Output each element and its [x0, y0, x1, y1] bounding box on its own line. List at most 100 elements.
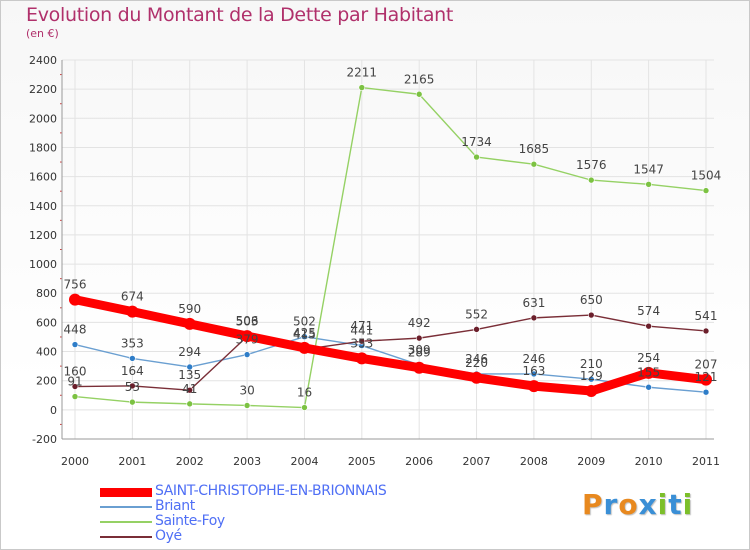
data-label: 448	[64, 323, 87, 337]
x-tick-label: 2008	[520, 455, 548, 468]
data-label: 294	[178, 345, 201, 359]
x-tick-label: 2004	[290, 455, 318, 468]
series-line-3	[74, 314, 707, 391]
data-point	[702, 388, 710, 396]
data-point	[241, 330, 254, 343]
data-label: 210	[580, 357, 603, 371]
data-point	[702, 187, 710, 194]
y-tick-label: 400	[36, 346, 57, 359]
x-tick-label: 2002	[176, 455, 204, 468]
data-point	[69, 293, 81, 306]
data-point	[358, 84, 366, 91]
data-label: 2211	[347, 66, 378, 80]
data-point	[71, 383, 79, 390]
data-label: 1576	[576, 158, 607, 172]
y-tick-label: 1000	[29, 258, 57, 271]
y-tick-label: 2200	[29, 83, 57, 96]
data-label: 674	[121, 290, 144, 304]
logo-letter: t	[668, 488, 683, 521]
data-label: 353	[121, 336, 144, 350]
data-label: 1685	[519, 142, 550, 156]
data-point	[470, 371, 483, 384]
data-label: 650	[580, 293, 603, 307]
data-label: 1734	[461, 135, 492, 149]
legend-swatch	[100, 521, 152, 523]
legend-label: Oyé	[155, 528, 182, 544]
x-tick-label: 2006	[405, 455, 433, 468]
data-point	[645, 181, 652, 188]
data-point	[700, 373, 712, 386]
y-tick-label: 1200	[29, 229, 57, 242]
data-point	[355, 352, 368, 365]
data-point	[702, 327, 710, 335]
data-label: 415	[293, 327, 316, 341]
data-label: 41	[182, 382, 197, 396]
data-label: 492	[408, 316, 431, 330]
data-label: 53	[125, 380, 140, 394]
x-tick-label: 2011	[692, 455, 720, 468]
data-label: 289	[408, 346, 431, 360]
data-point	[243, 351, 251, 358]
data-point	[530, 314, 538, 322]
data-label: 441	[350, 324, 373, 338]
y-tick-label: 1600	[29, 171, 57, 184]
logo-letter: r	[603, 488, 619, 521]
data-label: 590	[178, 302, 201, 316]
chart-title: Evolution du Montant de la Dette par Hab…	[26, 4, 454, 26]
data-label: 246	[465, 352, 488, 366]
data-label: 353	[350, 336, 373, 350]
data-label: 220	[465, 356, 488, 370]
data-point	[301, 404, 308, 411]
series-line-0	[70, 295, 711, 396]
data-label: 503	[236, 315, 259, 329]
logo-letter: o	[618, 488, 639, 521]
data-label: 471	[350, 319, 373, 333]
data-point	[645, 383, 652, 391]
y-tick-label: 800	[36, 287, 57, 300]
data-label: 164	[121, 364, 144, 378]
data-label: 2165	[404, 72, 435, 86]
data-label: 1504	[691, 169, 722, 183]
data-point	[129, 398, 136, 406]
data-point	[645, 322, 652, 330]
data-label: 135	[178, 368, 201, 382]
data-point	[587, 311, 595, 319]
data-label: 16	[297, 386, 312, 400]
data-point	[473, 153, 480, 161]
data-label: 425	[293, 326, 316, 340]
x-tick-label: 2001	[118, 455, 146, 468]
data-label: 30	[239, 383, 254, 397]
legend-label: Sainte-Foy	[155, 513, 225, 529]
y-tick-label: 200	[36, 375, 57, 388]
y-tick-label: 2400	[29, 54, 57, 67]
proxiti-logo: Proxiti	[582, 488, 693, 521]
logo-letter: i	[657, 488, 669, 521]
data-label: 129	[580, 369, 603, 383]
data-label: 631	[522, 296, 545, 310]
data-label: 155	[637, 365, 660, 379]
y-tick-label: 600	[36, 316, 57, 329]
data-label: 756	[64, 278, 87, 292]
data-point	[587, 375, 595, 383]
data-label: 254	[637, 351, 660, 365]
y-tick-label: 1400	[29, 200, 57, 213]
data-point	[473, 326, 480, 333]
data-label: 91	[67, 375, 82, 389]
y-tick-label: 0	[50, 404, 57, 417]
x-tick-label: 2005	[348, 455, 376, 468]
data-point	[186, 400, 194, 408]
data-point	[126, 305, 139, 318]
data-point	[186, 386, 194, 394]
data-label: 309	[408, 343, 431, 357]
logo-letter: P	[582, 488, 604, 521]
data-point	[301, 333, 308, 340]
data-point	[129, 355, 136, 362]
legend-swatch	[100, 506, 152, 508]
data-label: 1547	[633, 162, 664, 176]
logo-letter: x	[638, 488, 658, 521]
legend-label: SAINT-CHRISTOPHE-EN-BRIONNAIS	[155, 483, 387, 499]
data-point	[585, 385, 598, 398]
x-tick-label: 2010	[635, 455, 663, 468]
data-point	[183, 317, 196, 330]
